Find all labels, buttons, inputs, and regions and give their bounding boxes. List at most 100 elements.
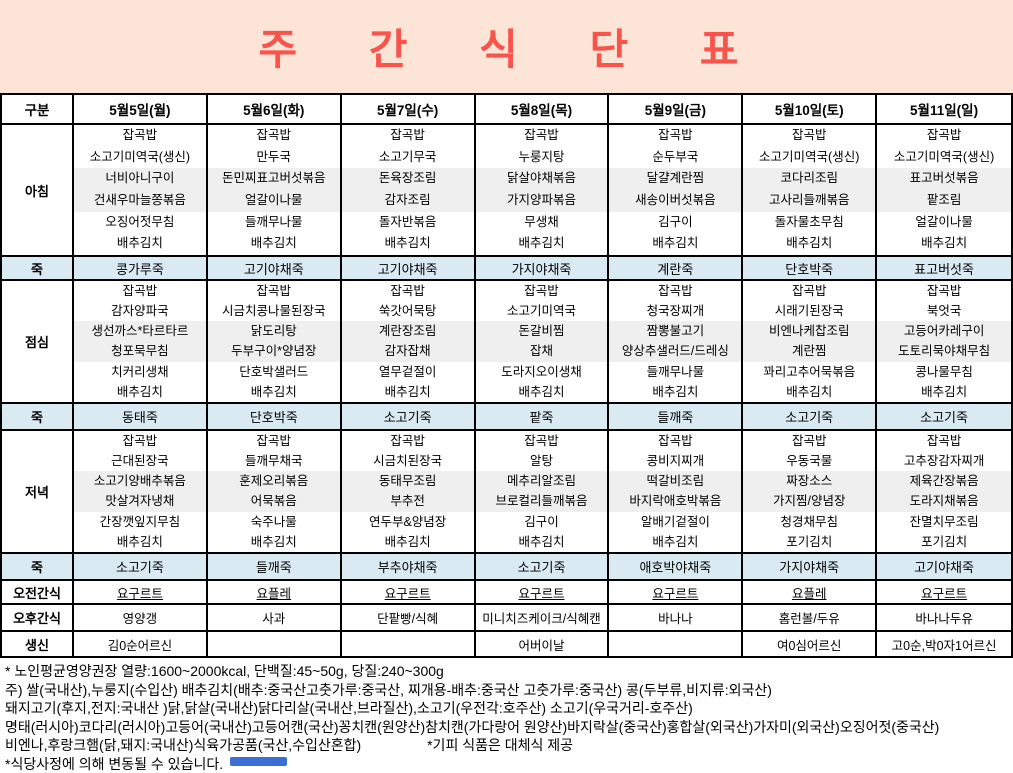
menu-item: 잡곡밥 — [74, 281, 206, 301]
menu-item: 잡곡밥 — [609, 431, 741, 451]
menu-item: 알탕 — [476, 451, 608, 471]
menu-item: 김구이 — [476, 512, 608, 532]
menu-item: 배추김치 — [208, 233, 340, 255]
porridge-3-cell: 소고기죽 — [476, 554, 610, 579]
menu-item: 배추김치 — [208, 532, 340, 552]
menu-item: 고등어카레구이 — [877, 321, 1011, 341]
row-label-porridge-1: 죽 — [2, 257, 74, 279]
menu-item: 근대된장국 — [74, 451, 206, 471]
birthday-cell: 김0순어르신 — [74, 632, 208, 656]
menu-item: 들깨무나물 — [208, 212, 340, 234]
menu-item: 건새우마늘쫑볶음 — [74, 190, 206, 212]
menu-item: 브로컬리들깨볶음 — [476, 491, 608, 511]
menu-item: 무생채 — [476, 212, 608, 234]
row-label-lunch: 점심 — [2, 281, 74, 402]
porridge-2-cell: 단호박죽 — [208, 404, 342, 429]
menu-item: 메추리알조림 — [476, 471, 608, 491]
pm-snack-cell: 영양갱 — [74, 605, 208, 630]
porridge-3-cell: 가지야채죽 — [743, 554, 877, 579]
menu-item: 어묵볶음 — [208, 491, 340, 511]
menu-item: 꽈리고추어묵볶음 — [743, 362, 875, 382]
menu-item: 가지찜/양념장 — [743, 491, 875, 511]
corner-label: 구분 — [2, 95, 74, 123]
porridge-1-cell: 고기야채죽 — [342, 257, 476, 279]
menu-item: 얼갈이나물 — [208, 190, 340, 212]
row-label-breakfast: 아침 — [2, 125, 74, 255]
menu-item: 간장깻잎지무침 — [74, 512, 206, 532]
am-snack-cell: 요플레 — [208, 581, 342, 603]
menu-item: 제육간장볶음 — [877, 471, 1011, 491]
menu-item: 배추김치 — [476, 532, 608, 552]
menu-item: 잡곡밥 — [743, 431, 875, 451]
menu-item: 배추김치 — [342, 233, 474, 255]
menu-item: 소고기미역국(생신) — [877, 147, 1011, 169]
menu-item: 배추김치 — [74, 382, 206, 402]
menu-item: 고추장감자찌개 — [877, 451, 1011, 471]
menu-item: 감자조림 — [342, 190, 474, 212]
menu-item: 훈제오리볶음 — [208, 471, 340, 491]
menu-item: 소고기양배추볶음 — [74, 471, 206, 491]
menu-item: 누룽지탕 — [476, 147, 608, 169]
porridge-3-cell: 애호박야채죽 — [609, 554, 743, 579]
row-label-porridge-2: 죽 — [2, 404, 74, 429]
menu-item: 잡곡밥 — [208, 125, 340, 147]
day-header: 5월11일(일) — [877, 95, 1011, 123]
note-origin-meat: 돼지고기(후지,전지:국내산 )닭,닭살(국내산)닭다리살(국내산,브라질산),… — [5, 699, 1013, 718]
menu-item: 잡곡밥 — [342, 125, 474, 147]
menu-item: 들깨무나물 — [609, 362, 741, 382]
menu-item: 너비아니구이 — [74, 168, 206, 190]
menu-item: 코다리조림 — [743, 168, 875, 190]
menu-item: 시금치된장국 — [342, 451, 474, 471]
birthday-cell: 여0심어르신 — [743, 632, 877, 656]
porridge-2-cell: 소고기죽 — [877, 404, 1011, 429]
menu-item: 청국장찌개 — [609, 301, 741, 321]
pm-snack-cell: 미니치즈케이크/식혜캔 — [476, 605, 610, 630]
note-origin-fish: 명태(러시아)코다리(러시아)고등어(국내산)고등어캔(국산)꽁치캔(원양산)참… — [5, 718, 1013, 737]
am-snack-cell: 요구르트 — [342, 581, 476, 603]
menu-item: 알배기겉절이 — [609, 512, 741, 532]
menu-item: 오징어젓무침 — [74, 212, 206, 234]
menu-item: 표고버섯볶음 — [877, 168, 1011, 190]
menu-item: 소고기미역국(생신) — [743, 147, 875, 169]
day-header: 5월6일(화) — [208, 95, 342, 123]
am-snack-cell: 요구르트 — [74, 581, 208, 603]
menu-item: 콩나물무침 — [877, 362, 1011, 382]
menu-item: 계란장조림 — [342, 321, 474, 341]
menu-item: 달걀계란찜 — [609, 168, 741, 190]
porridge-1-cell: 고기야채죽 — [208, 257, 342, 279]
porridge-3-cell: 부추야채죽 — [342, 554, 476, 579]
menu-item: 잡곡밥 — [208, 281, 340, 301]
menu-item: 맛살겨자냉채 — [74, 491, 206, 511]
menu-item: 돈민찌표고버섯볶음 — [208, 168, 340, 190]
note-nutrition: * 노인평균영양권장 열량:1600~2000kcal, 단백질:45~50g,… — [5, 662, 1013, 681]
menu-item: 배추김치 — [743, 233, 875, 255]
note-subject-to-change: *식당사정에 의해 변동될 수 있습니다. — [5, 755, 1013, 773]
menu-item: 배추김치 — [476, 382, 608, 402]
menu-item: 배추김치 — [877, 382, 1011, 402]
menu-item: 배추김치 — [877, 233, 1011, 255]
menu-item: 잡곡밥 — [877, 281, 1011, 301]
menu-item: 만두국 — [208, 147, 340, 169]
am-snack-cell: 요플레 — [743, 581, 877, 603]
menu-item: 짜장소스 — [743, 471, 875, 491]
menu-item: 배추김치 — [609, 233, 741, 255]
menu-item: 포기김치 — [877, 532, 1011, 552]
birthday-cell — [342, 632, 476, 656]
menu-item: 잡곡밥 — [476, 281, 608, 301]
porridge-2-cell: 동태죽 — [74, 404, 208, 429]
